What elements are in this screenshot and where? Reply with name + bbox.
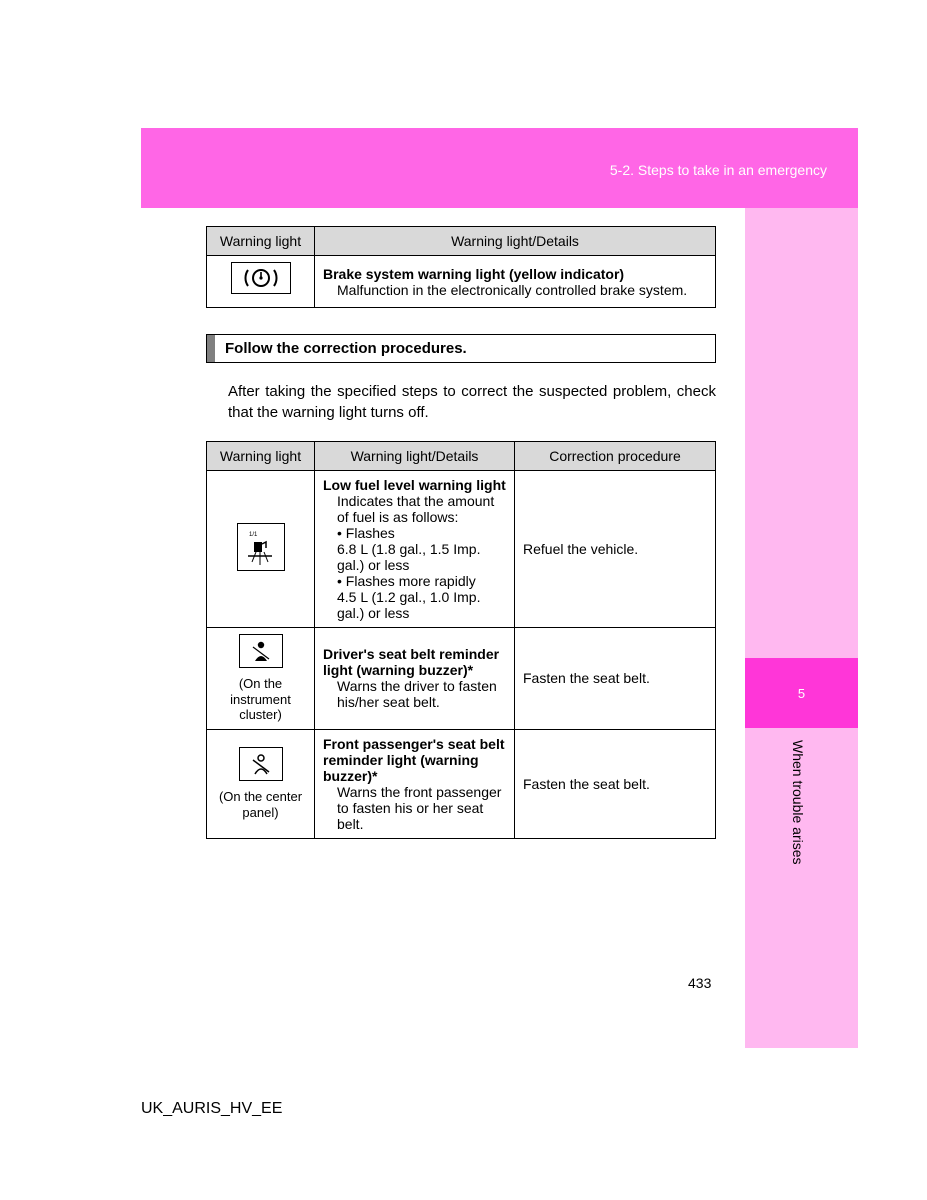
brake-warning-icon: [231, 262, 291, 294]
col-header: Warning light/Details: [315, 442, 515, 471]
page-number: 433: [688, 975, 711, 991]
side-band: [745, 208, 858, 1048]
warning-title: Brake system warning light (yellow indic…: [323, 266, 624, 282]
chapter-number: 5: [798, 686, 805, 701]
warning-detail: Warns the front passenger to fasten his …: [323, 784, 506, 832]
detail-cell: Driver's seat belt reminder light (warni…: [315, 628, 515, 730]
table-row: (On the instrument cluster) Driver's sea…: [207, 628, 716, 730]
subheading-block: Follow the correction procedures.: [206, 334, 716, 363]
correction-cell: Fasten the seat belt.: [515, 628, 716, 730]
svg-text:1/1: 1/1: [249, 532, 258, 538]
seatbelt-driver-icon: [239, 634, 283, 668]
table-row: Brake system warning light (yellow indic…: [207, 256, 716, 308]
icon-cell: [207, 256, 315, 308]
detail-cell: Brake system warning light (yellow indic…: [315, 256, 716, 308]
detail-cell: Low fuel level warning light Indicates t…: [315, 471, 515, 628]
seatbelt-passenger-icon: [239, 747, 283, 781]
subheading-text: Follow the correction procedures.: [215, 335, 477, 362]
fuel-warning-icon: 1/1: [237, 523, 285, 571]
detail-cell: Front passenger's seat belt reminder lig…: [315, 729, 515, 838]
correction-cell: Refuel the vehicle.: [515, 471, 716, 628]
icon-caption: (On the center panel): [215, 789, 306, 820]
chapter-tab: 5: [745, 658, 858, 728]
subheading-bar: [207, 335, 215, 362]
icon-cell: (On the center panel): [207, 729, 315, 838]
warning-detail: Malfunction in the electronically contro…: [323, 282, 707, 298]
col-header: Correction procedure: [515, 442, 716, 471]
table-row: (On the center panel) Front passenger's …: [207, 729, 716, 838]
page-content: Warning light Warning light/Details Brak…: [206, 226, 716, 839]
section-title: 5-2. Steps to take in an emergency: [610, 162, 827, 178]
icon-caption: (On the instrument cluster): [215, 676, 306, 723]
warning-table-2: Warning light Warning light/Details Corr…: [206, 441, 716, 839]
footer-code: UK_AURIS_HV_EE: [141, 1100, 282, 1118]
col-header: Warning light/Details: [315, 227, 716, 256]
warning-title: Low fuel level warning light: [323, 477, 506, 493]
table-row: 1/1 Low fuel l: [207, 471, 716, 628]
icon-cell: (On the instrument cluster): [207, 628, 315, 730]
warning-title: Front passenger's seat belt reminder lig…: [323, 736, 505, 784]
chapter-label: When trouble arises: [790, 740, 806, 865]
table-header-row: Warning light Warning light/Details: [207, 227, 716, 256]
table-header-row: Warning light Warning light/Details Corr…: [207, 442, 716, 471]
warning-table-1: Warning light Warning light/Details Brak…: [206, 226, 716, 308]
warning-detail: Indicates that the amount of fuel is as …: [323, 493, 506, 621]
icon-cell: 1/1: [207, 471, 315, 628]
col-header: Warning light: [207, 442, 315, 471]
correction-cell: Fasten the seat belt.: [515, 729, 716, 838]
instruction-paragraph: After taking the specified steps to corr…: [228, 381, 716, 423]
warning-detail: Warns the driver to fasten his/her seat …: [323, 678, 506, 710]
warning-title: Driver's seat belt reminder light (warni…: [323, 646, 499, 678]
col-header: Warning light: [207, 227, 315, 256]
